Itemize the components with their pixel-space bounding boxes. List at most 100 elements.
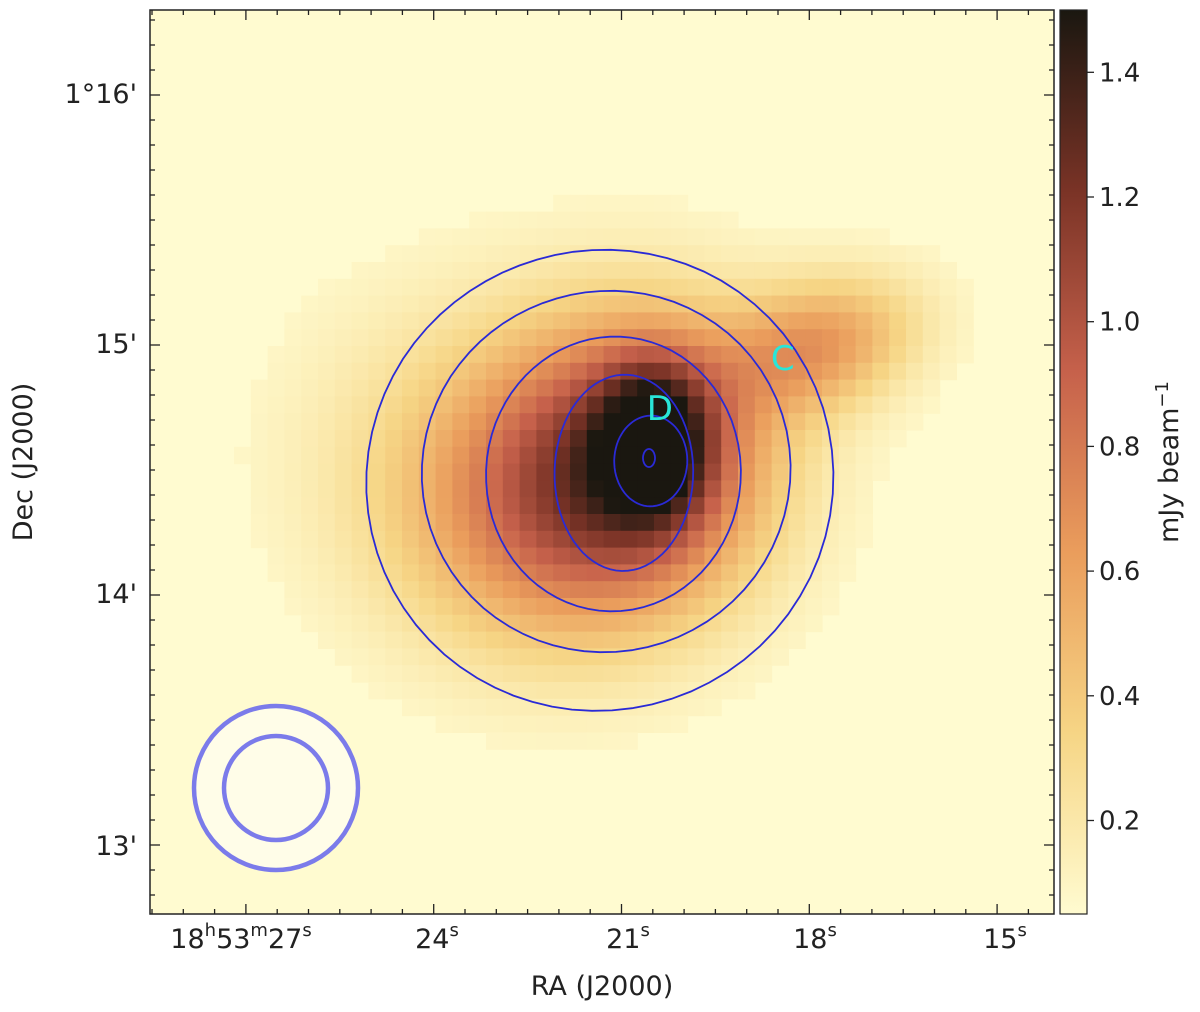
heatmap-cell: [502, 362, 521, 381]
heatmap-cell: [553, 362, 571, 381]
heatmap-cell: [368, 614, 386, 633]
heatmap-cell: [586, 396, 605, 414]
heatmap-cell: [620, 682, 638, 700]
heatmap-cell: [486, 598, 504, 616]
heatmap-cell: [318, 564, 336, 582]
heatmap-cell: [620, 497, 638, 515]
heatmap-cell: [469, 346, 487, 364]
heatmap-cell: [906, 329, 924, 347]
heatmap-cell: [351, 614, 369, 633]
heatmap-cell: [351, 530, 369, 549]
heatmap-cell: [536, 715, 554, 733]
heatmap-cell: [334, 648, 353, 666]
heatmap-cell: [654, 346, 672, 364]
heatmap-cell: [351, 497, 369, 515]
heatmap-cell: [553, 329, 571, 347]
heatmap-cell: [418, 497, 437, 515]
heatmap-cell: [687, 648, 705, 666]
heatmap-cell: [402, 547, 420, 565]
heatmap-cell: [351, 379, 369, 397]
heatmap-cell: [301, 547, 319, 565]
heatmap-cell: [872, 430, 890, 448]
heatmap-cell: [570, 262, 588, 280]
heatmap-cell: [519, 514, 537, 532]
heatmap-cell: [637, 329, 655, 347]
heatmap-cell: [603, 228, 621, 246]
heatmap-cell: [570, 245, 588, 263]
heatmap-cell: [284, 329, 302, 347]
heatmap-cell: [838, 278, 857, 297]
heatmap-cell: [318, 379, 336, 397]
heatmap-cell: [452, 564, 470, 582]
heatmap-cell: [418, 547, 437, 565]
heatmap-cell: [536, 362, 554, 381]
heatmap-cell: [838, 245, 857, 263]
heatmap-cell: [469, 228, 487, 246]
heatmap-cell: [586, 665, 605, 683]
heatmap-cell: [435, 312, 453, 330]
heatmap-cell: [687, 379, 705, 397]
heatmap-cell: [771, 430, 789, 448]
heatmap-cell: [738, 514, 756, 532]
heatmap-cell: [368, 564, 386, 582]
heatmap-cell: [771, 346, 789, 364]
heatmap-cell: [334, 329, 353, 347]
heatmap-cell: [939, 295, 957, 313]
heatmap-cell: [435, 581, 453, 599]
heatmap-cell: [603, 581, 621, 599]
heatmap-cell: [301, 480, 319, 498]
heatmap-cell: [620, 413, 638, 431]
heatmap-cell: [351, 665, 369, 683]
heatmap-cell: [637, 228, 655, 246]
heatmap-cell: [788, 413, 806, 431]
heatmap-cell: [906, 278, 924, 297]
heatmap-cell: [368, 463, 386, 481]
heatmap-cell: [586, 446, 605, 465]
heatmap-cell: [502, 379, 521, 397]
heatmap-cell: [318, 463, 336, 481]
heatmap-cell: [502, 346, 521, 364]
heatmap-cell: [586, 732, 605, 750]
heatmap-cell: [620, 194, 638, 213]
heatmap-cell: [670, 547, 689, 565]
heatmap-cell: [402, 463, 420, 481]
heatmap-cell: [402, 598, 420, 616]
heatmap-cell: [754, 530, 773, 549]
heatmap-cell: [519, 665, 537, 683]
heatmap-cell: [754, 497, 773, 515]
heatmap-cell: [654, 228, 672, 246]
heatmap-cell: [822, 312, 840, 330]
heatmap-cell: [553, 396, 571, 414]
heatmap-cell: [502, 514, 521, 532]
heatmap-cell: [402, 497, 420, 515]
heatmap-cell: [805, 614, 823, 633]
heatmap-cell: [721, 430, 739, 448]
heatmap-cell: [486, 463, 504, 481]
heatmap-cell: [738, 278, 756, 297]
heatmap-cell: [670, 715, 689, 733]
heatmap-cell: [704, 329, 722, 347]
heatmap-cell: [385, 446, 403, 465]
heatmap-cell: [754, 295, 773, 313]
heatmap-cell: [452, 598, 470, 616]
heatmap-cell: [956, 329, 974, 347]
colorbar-tick-label: 0.2: [1099, 807, 1140, 837]
heatmap-cell: [788, 514, 806, 532]
heatmap-cell: [738, 682, 756, 700]
heatmap-cell: [519, 598, 537, 616]
heatmap-cell: [838, 564, 857, 582]
heatmap-cell: [334, 379, 353, 397]
heatmap-cell: [704, 430, 722, 448]
heatmap-cell: [771, 329, 789, 347]
heatmap-cell: [385, 547, 403, 565]
heatmap-cell: [687, 598, 705, 616]
heatmap-cell: [318, 312, 336, 330]
heatmap-cell: [536, 446, 554, 465]
heatmap-cell: [788, 278, 806, 297]
heatmap-cell: [536, 682, 554, 700]
heatmap-cell: [435, 715, 453, 733]
heatmap-cell: [855, 446, 873, 465]
heatmap-cell: [469, 530, 487, 549]
heatmap-cell: [267, 379, 285, 397]
heatmap-cell: [502, 631, 521, 649]
